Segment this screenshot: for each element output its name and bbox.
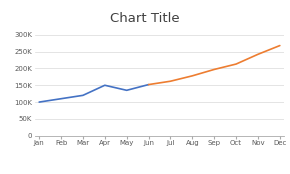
- Line: Forecast: Forecast: [148, 46, 280, 85]
- Forecast: [147, 84, 150, 86]
- Actual: [81, 94, 85, 96]
- Forecast: [256, 53, 260, 55]
- Actual: [37, 101, 41, 103]
- Forecast: [169, 80, 172, 82]
- Actual: [59, 98, 63, 100]
- Forecast: [234, 63, 238, 65]
- Actual: [103, 84, 106, 86]
- Forecast: [213, 68, 216, 70]
- Actual: [125, 89, 128, 91]
- Line: Actual: Actual: [39, 85, 148, 102]
- Text: Chart Title: Chart Title: [110, 12, 180, 25]
- Forecast: [278, 45, 282, 47]
- Forecast: [191, 75, 194, 77]
- Actual: [147, 84, 150, 86]
